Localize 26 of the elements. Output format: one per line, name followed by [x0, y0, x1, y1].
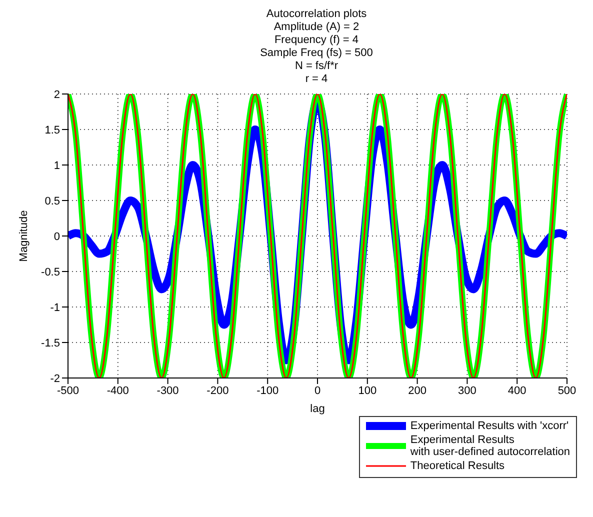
y-tick-label: -2 — [50, 372, 60, 385]
y-tick-label: -1 — [50, 302, 60, 314]
y-axis-title: Magnitude — [18, 210, 30, 262]
x-tick-label: 400 — [508, 384, 526, 397]
x-tick-label: 500 — [558, 384, 576, 397]
x-tick-label: 0 — [314, 384, 321, 397]
chart-title: Autocorrelation plots Amplitude (A) = 2 Frequency (f) = 4 Sample Freq (fs) = 500 N = fs/f*r r = 4 — [259, 8, 374, 86]
legend-label: Experimental Results with 'xcorr' — [410, 420, 569, 432]
legend-label: Experimental Results with user-defined autocorrelation — [410, 434, 570, 458]
x-tick-label: -100 — [256, 384, 279, 397]
legend-label: Theoretical Results — [410, 460, 505, 472]
y-tick-label: -0.5 — [41, 266, 60, 278]
y-tick-label: 0 — [54, 230, 60, 243]
y-tick-label: -1.5 — [41, 337, 60, 350]
x-axis-title: lag — [310, 403, 325, 415]
x-tick-label: 200 — [408, 384, 426, 397]
x-tick-label: -400 — [106, 384, 129, 397]
x-tick-label: -200 — [206, 384, 229, 397]
y-tick-label: 2 — [54, 88, 60, 101]
x-tick-label: 300 — [458, 384, 476, 397]
y-tick-label: 1.5 — [44, 124, 60, 136]
y-tick-label: 1 — [54, 160, 60, 172]
x-tick-label: 100 — [358, 384, 377, 397]
x-tick-label: -300 — [156, 384, 179, 397]
y-tick-label: 0.5 — [44, 195, 60, 208]
x-tick-label: -500 — [56, 384, 80, 397]
